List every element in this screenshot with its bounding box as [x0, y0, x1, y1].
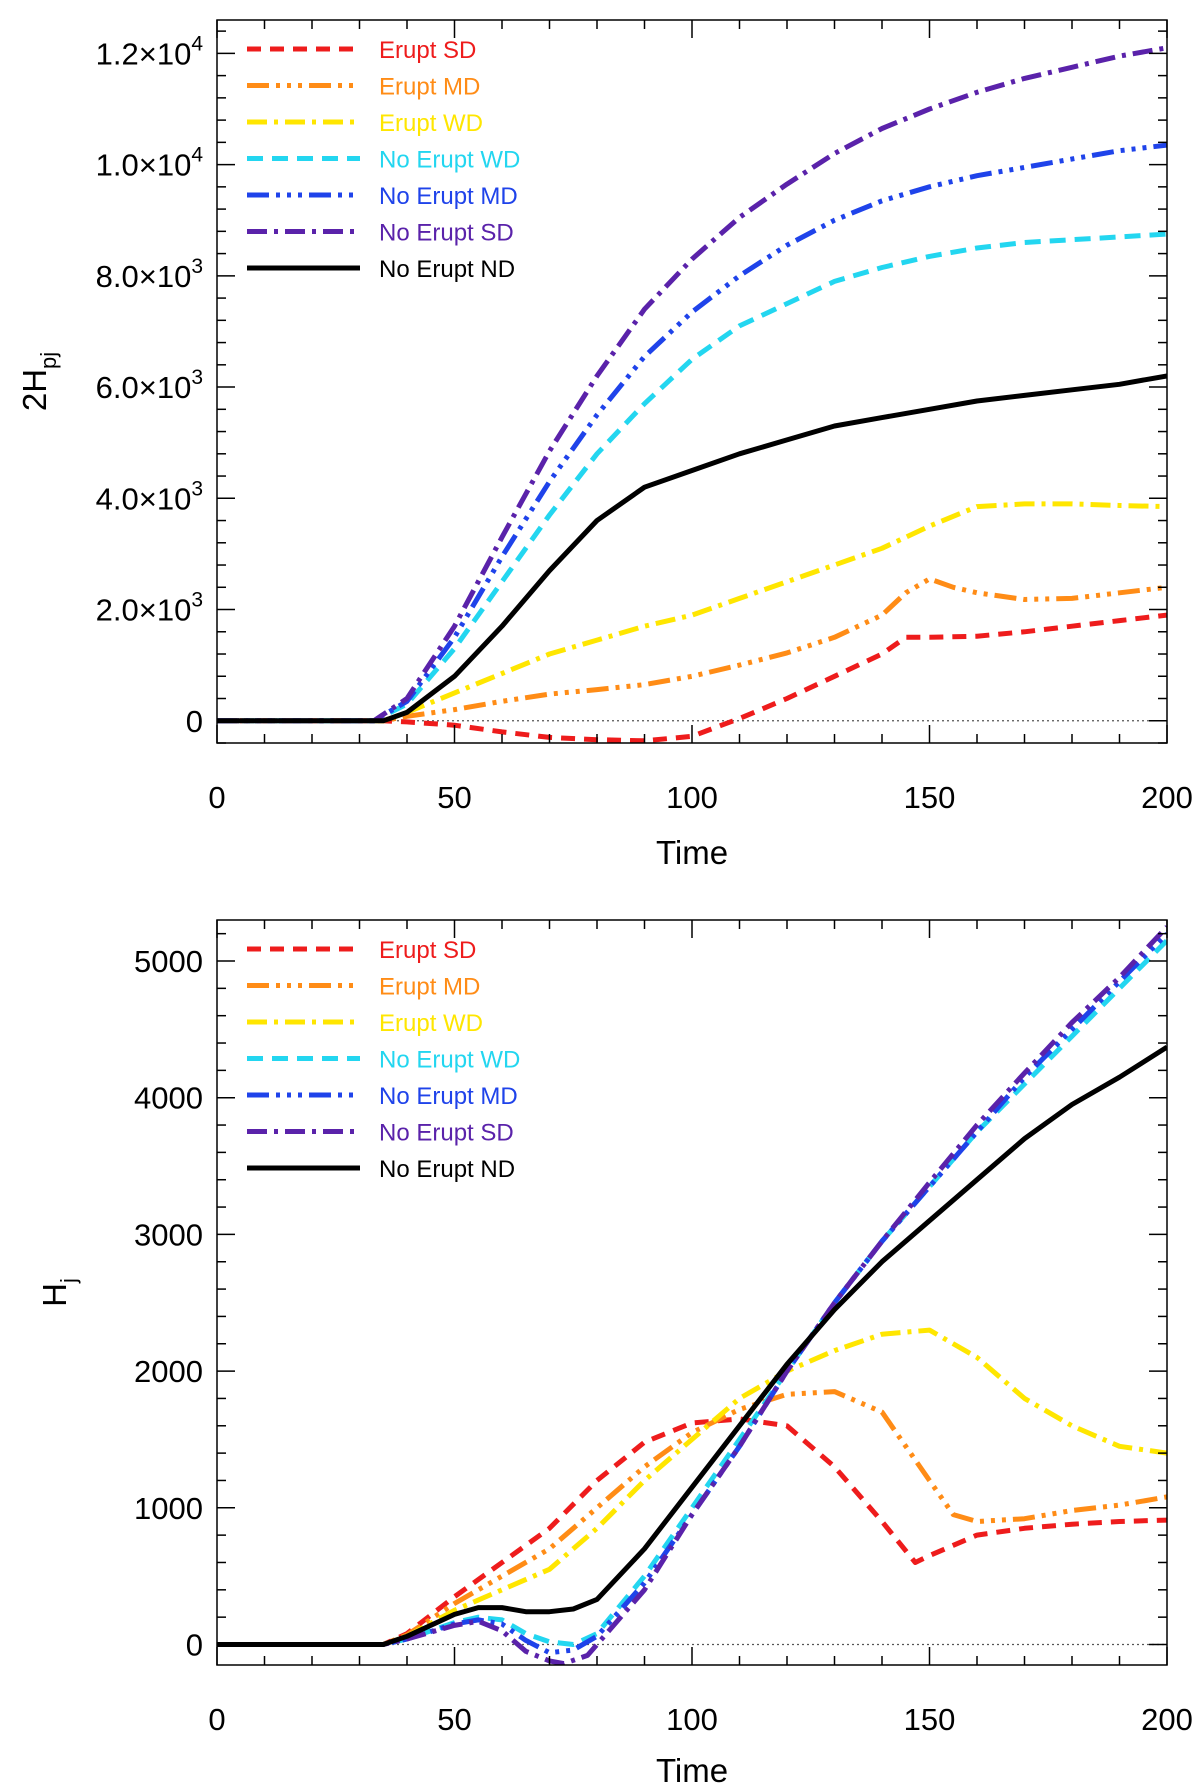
y-tick-mantissa: 6.0×10	[96, 370, 192, 405]
y-tick-mantissa: 4000	[134, 1081, 203, 1116]
x-axis-title: Time	[656, 834, 728, 871]
y-tick-label: 0	[186, 1627, 203, 1662]
legend-label: No Erupt ND	[379, 256, 515, 283]
y-axis-title: 2Hpj	[16, 352, 61, 411]
y-tick-mantissa: 1000	[134, 1491, 203, 1526]
x-tick-label: 50	[437, 1702, 471, 1737]
bottom-panel: 0 50 100 150 200010002000300040005000TimeHjE…	[36, 919, 1193, 1789]
x-tick-label: 0	[208, 1702, 225, 1737]
x-axis-title: Time	[656, 1752, 728, 1789]
top-panel: 0 50 100 150 20002.0×1034.0×1036.0×1038.0×10…	[16, 19, 1193, 871]
y-tick-label: 2.0×103	[96, 589, 203, 628]
series-line-no-erupt-sd	[217, 925, 1167, 1665]
plot-frame	[216, 919, 1168, 1666]
y-tick-exponent: 3	[191, 366, 203, 389]
legend-label: No Erupt MD	[379, 183, 518, 210]
y-axis-title: Hj	[36, 1278, 81, 1307]
y-tick-mantissa: 1.0×10	[96, 148, 192, 183]
series-line-no-erupt-wd	[217, 231, 1167, 724]
y-tick-mantissa: 3000	[134, 1217, 203, 1252]
legend-label: Erupt SD	[379, 37, 476, 64]
legend-label: Erupt MD	[379, 974, 480, 1001]
x-tick-label: 200	[1141, 780, 1193, 815]
y-tick-label: 5000	[134, 944, 203, 979]
legend-label: No Erupt WD	[379, 147, 520, 174]
y-axis-title-subscript: pj	[36, 352, 61, 369]
series-lines	[217, 45, 1167, 743]
series-lines	[217, 925, 1167, 1665]
y-tick-label: 1000	[134, 1491, 203, 1526]
y-tick-mantissa: 8.0×10	[96, 259, 192, 294]
y-tick-label: 0	[186, 704, 203, 739]
plot-frame	[216, 19, 1168, 744]
legend: Erupt SD Erupt MD Erupt WD No Erupt WD No Er…	[247, 37, 520, 283]
y-tick-exponent: 4	[191, 32, 203, 55]
y-tick-mantissa: 0	[186, 1627, 203, 1662]
series-line-erupt-wd	[217, 501, 1167, 724]
legend-label: Erupt WD	[379, 1010, 483, 1037]
y-tick-label: 4.0×103	[96, 477, 203, 516]
y-tick-mantissa: 0	[186, 704, 203, 739]
y-tick-mantissa: 2.0×10	[96, 593, 192, 628]
series-line-no-erupt-nd	[217, 1044, 1167, 1647]
legend: Erupt SD Erupt MD Erupt WD No Erupt WD No Er…	[247, 937, 520, 1183]
y-tick-label: 2000	[134, 1354, 203, 1389]
y-tick-mantissa: 2000	[134, 1354, 203, 1389]
series-line-no-erupt-md	[217, 931, 1167, 1656]
legend-label: No Erupt SD	[379, 1120, 514, 1147]
y-tick-exponent: 4	[191, 144, 203, 167]
series-line-erupt-md	[217, 576, 1167, 724]
x-tick-label: 200	[1141, 1702, 1193, 1737]
x-tick-label: 150	[904, 780, 956, 815]
y-tick-label: 1.0×104	[96, 144, 204, 183]
y-tick-mantissa: 4.0×10	[96, 481, 192, 516]
x-tick-label: 150	[904, 1702, 956, 1737]
y-axis-title-main: H	[36, 1283, 73, 1307]
y-tick-label: 8.0×103	[96, 255, 203, 294]
legend-label: No Erupt WD	[379, 1047, 520, 1074]
y-tick-exponent: 3	[191, 477, 203, 500]
x-tick-label: 0	[208, 780, 225, 815]
series-line-erupt-sd	[217, 1416, 1167, 1647]
y-tick-exponent: 3	[191, 589, 203, 612]
y-tick-label: 1.2×104	[96, 32, 204, 71]
series-line-no-erupt-nd	[217, 373, 1167, 724]
y-tick-mantissa: 5000	[134, 944, 203, 979]
x-tick-label: 50	[437, 780, 471, 815]
series-line-erupt-sd	[217, 612, 1167, 743]
x-tick-label: 100	[666, 780, 718, 815]
y-axis-title-main: 2H	[16, 369, 53, 411]
legend-label: Erupt SD	[379, 937, 476, 964]
legend-label: No Erupt MD	[379, 1083, 518, 1110]
y-tick-label: 6.0×103	[96, 366, 203, 405]
y-axis-title-subscript: j	[56, 1278, 81, 1284]
y-tick-label: 3000	[134, 1217, 203, 1252]
y-tick-exponent: 3	[191, 255, 203, 278]
legend-label: Erupt MD	[379, 74, 480, 101]
x-tick-label: 100	[666, 1702, 718, 1737]
series-line-no-erupt-sd	[217, 45, 1167, 724]
series-line-no-erupt-wd	[217, 938, 1167, 1647]
legend-label: Erupt WD	[379, 110, 483, 137]
legend-label: No Erupt SD	[379, 220, 514, 247]
y-tick-mantissa: 1.2×10	[96, 36, 192, 71]
y-tick-label: 4000	[134, 1081, 203, 1116]
series-line-erupt-wd	[217, 1327, 1167, 1647]
series-line-no-erupt-md	[217, 142, 1167, 724]
legend-label: No Erupt ND	[379, 1156, 515, 1183]
